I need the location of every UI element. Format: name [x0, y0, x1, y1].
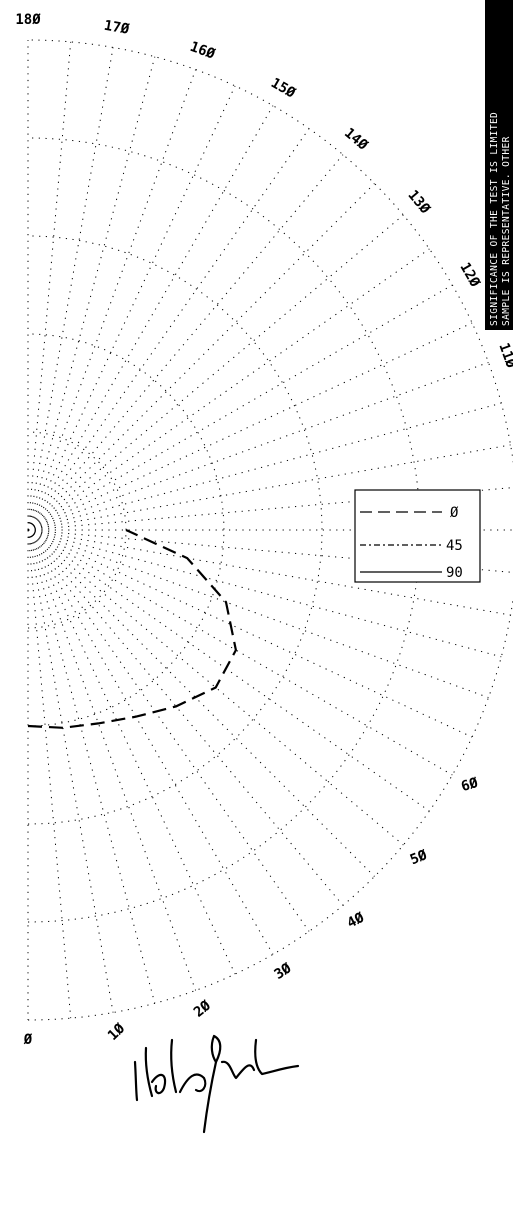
grid-spoke — [27, 69, 197, 531]
grid-spoke — [27, 529, 310, 932]
grid-spoke — [27, 529, 344, 906]
grid-spoke — [27, 41, 72, 531]
legend-box — [354, 489, 481, 583]
grid-spoke — [27, 47, 114, 531]
grid-spoke — [27, 529, 375, 877]
grid-spoke — [27, 529, 156, 1004]
polar-grid — [27, 39, 513, 1021]
grid-spoke — [27, 183, 375, 531]
angle-tick-label: 5Ø — [408, 847, 430, 868]
angle-tick-label: 4Ø — [345, 909, 368, 931]
note-line-1: SIGNIFICANCE OF THE TEST IS LIMITED — [489, 112, 500, 326]
grid-spoke — [27, 154, 344, 531]
signature-image — [133, 1034, 300, 1134]
legend-label-2: 90 — [446, 565, 463, 581]
grid-spoke — [27, 85, 236, 531]
angle-tick-label: 13Ø — [404, 187, 433, 217]
series-long-dash-line — [27, 529, 238, 729]
angle-tick-label: 14Ø — [341, 125, 371, 154]
angle-tick-label: 11Ø — [495, 341, 513, 371]
grid-ring — [27, 235, 323, 825]
grid-ring — [27, 333, 225, 727]
note-band — [485, 0, 513, 330]
note-line-2: SAMPLE IS REPRESENTATIVE. OTHER — [501, 136, 512, 326]
angle-tick-label: 1Ø — [105, 1020, 129, 1044]
grid-spoke — [27, 214, 404, 531]
grid-spoke — [27, 529, 72, 1019]
angle-tick-label: 3Ø — [272, 960, 295, 983]
grid-spoke — [27, 529, 114, 1013]
series-layer — [27, 529, 238, 729]
grid-spoke — [27, 128, 310, 531]
grid-spoke — [27, 105, 274, 531]
angle-tick-label: 12Ø — [456, 260, 483, 290]
angle-tick-label: 18Ø — [15, 12, 41, 28]
angle-tick-label: 6Ø — [459, 775, 480, 795]
angle-tick-label: 17Ø — [103, 18, 131, 38]
legend-label-0: Ø — [450, 505, 459, 521]
angle-tick-label: 16Ø — [188, 39, 218, 63]
legend-label-1: 45 — [446, 538, 463, 554]
angle-tick-label: Ø — [23, 1032, 33, 1048]
angle-tick-label: 15Ø — [268, 75, 298, 102]
grid-spoke — [27, 248, 430, 531]
angle-tick-label: 2Ø — [191, 997, 215, 1020]
grid-ring — [27, 431, 127, 629]
grid-spoke — [27, 529, 274, 955]
limitation-note: SIGNIFICANCE OF THE TEST IS LIMITED SAMP… — [485, 0, 513, 330]
grid-spoke — [27, 529, 197, 991]
grid-spoke — [27, 529, 236, 975]
grid-spoke — [27, 56, 156, 531]
legend: Ø 45 90 — [354, 489, 481, 583]
